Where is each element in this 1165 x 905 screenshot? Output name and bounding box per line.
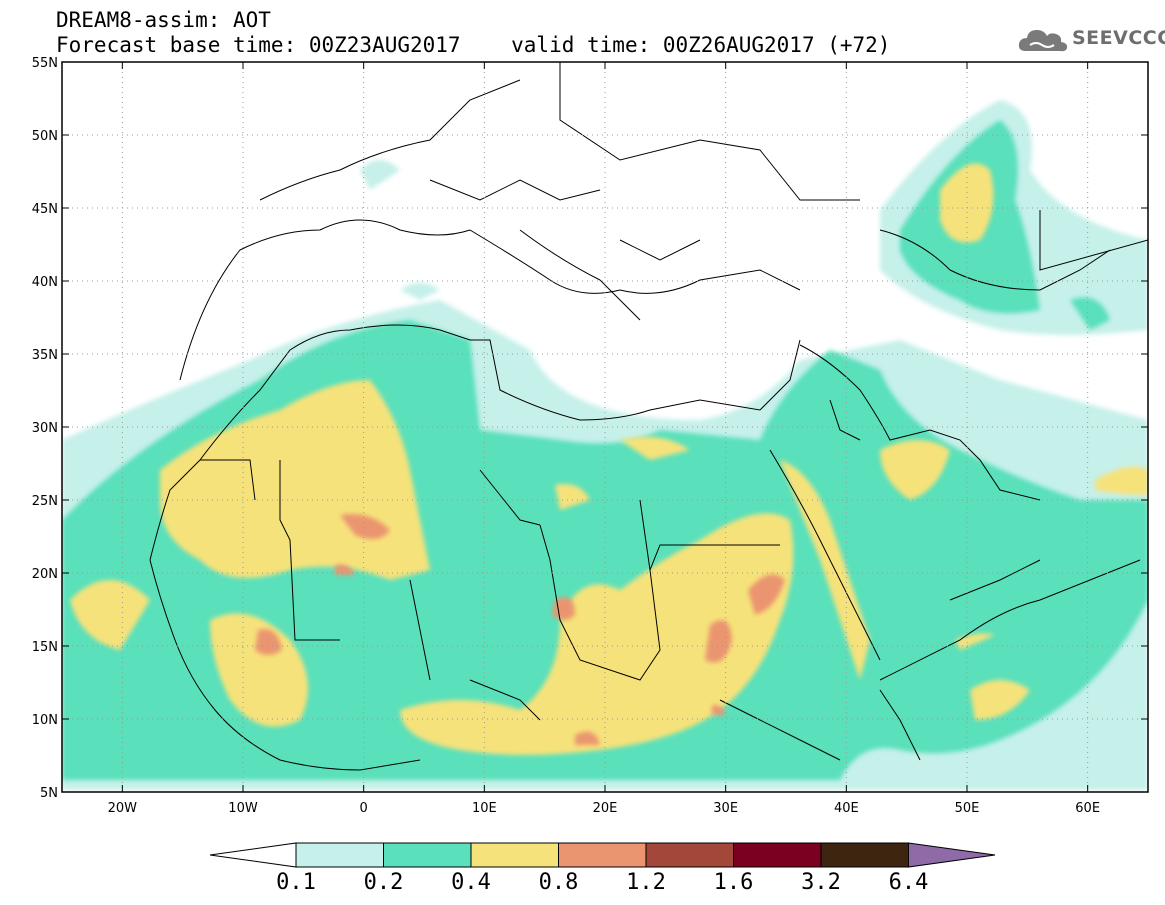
lat-tick-label: 5N (40, 786, 58, 801)
colorbar-box (645, 842, 734, 868)
lat-tick-label: 30N (32, 421, 58, 436)
colorbar-right-arrow (908, 842, 996, 868)
lon-tick-label: 40E (834, 801, 859, 816)
colorbar-level-label: 0.8 (538, 870, 579, 895)
lat-tick-label: 35N (32, 348, 58, 363)
chart-title: DREAM8-assim: AOT (56, 8, 271, 32)
colorbar-level-label: 0.1 (276, 870, 316, 895)
colorbar-box (383, 842, 472, 868)
lon-tick-label: 60E (1075, 801, 1100, 816)
lon-tick-label: 10W (228, 801, 258, 816)
colorbar-box (470, 842, 559, 868)
colorbar-box (558, 842, 647, 868)
lat-tick-label: 20N (32, 567, 58, 582)
colorbar-level-label: 1.2 (626, 870, 666, 895)
lat-tick-label: 40N (32, 275, 58, 290)
lon-tick-label: 50E (955, 801, 980, 816)
axis-ticks: 55N 50N 45N 40N 35N 30N 25N 20N 15N 10N 5N 20W 10W 0 1… (32, 56, 1148, 816)
colorbar-level-label: 0.2 (363, 870, 404, 895)
lon-tick-label: 30E (713, 801, 738, 816)
lat-tick-label: 55N (32, 56, 58, 71)
logo-text: SEEVCCC (1072, 27, 1165, 49)
forecast-times: Forecast base time: 00Z23AUG2017 valid t… (56, 33, 891, 57)
colorbar-box (295, 842, 384, 868)
colorbar-level-label: 6.4 (888, 870, 929, 895)
lat-tick-label: 10N (32, 713, 58, 728)
lat-tick-label: 45N (32, 202, 58, 217)
lon-tick-label: 20W (108, 801, 138, 816)
aot-band-0-8 (255, 514, 785, 745)
lat-tick-label: 50N (32, 129, 58, 144)
colorbar-level-label: 0.4 (451, 870, 491, 895)
colorbar-level-label: 1.6 (713, 870, 754, 895)
colorbar (209, 842, 996, 868)
country-boundaries (149, 62, 1148, 771)
colorbar-level-label: 3.2 (801, 870, 841, 895)
lon-tick-label: 20E (593, 801, 618, 816)
lat-tick-label: 15N (32, 640, 58, 655)
aot-contour-fields (62, 100, 1148, 790)
lat-tick-label: 25N (32, 494, 58, 509)
lon-tick-label: 10E (472, 801, 497, 816)
lon-tick-label: 0 (360, 801, 368, 816)
colorbar-box (820, 842, 909, 868)
colorbar-left-arrow (209, 842, 297, 868)
colorbar-box (733, 842, 822, 868)
graticule (62, 62, 1148, 792)
seevccc-logo: SEEVCCC (1016, 23, 1165, 57)
cloud-icon (1018, 30, 1068, 52)
